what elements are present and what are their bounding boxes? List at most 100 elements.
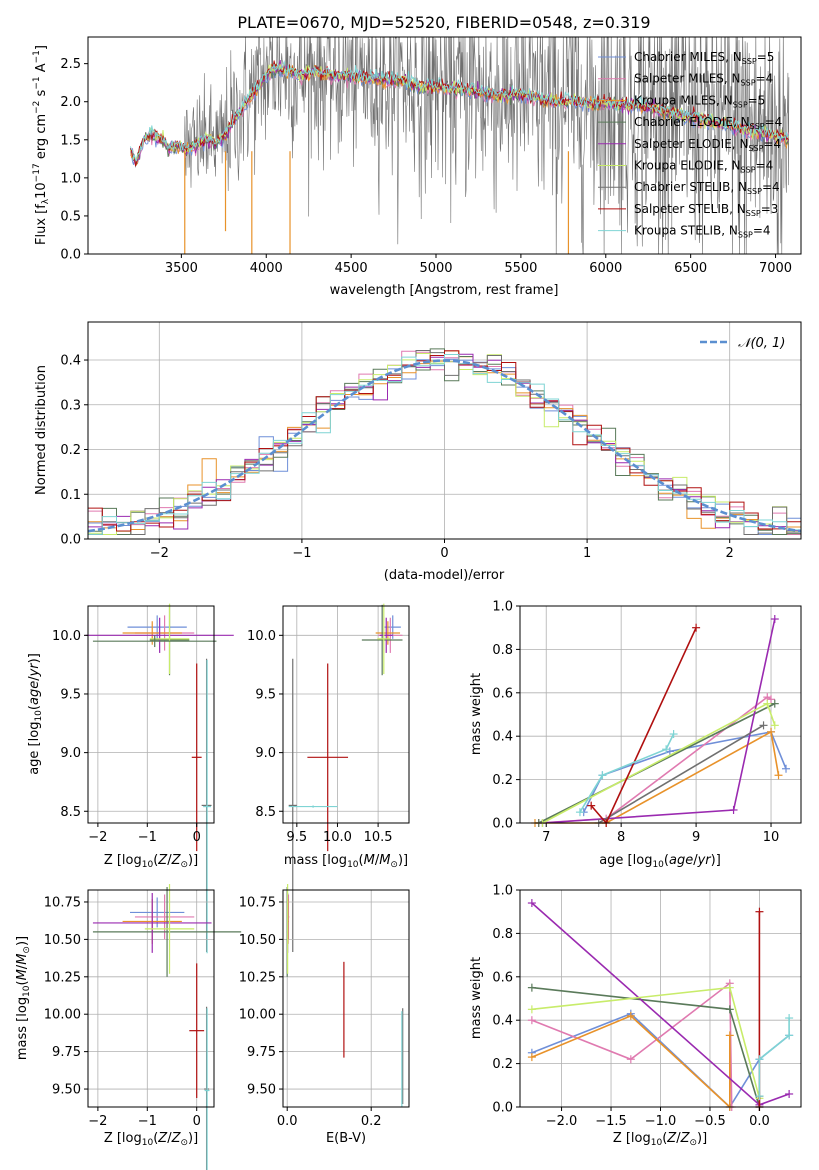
plus-marker xyxy=(767,727,776,736)
x-axis-label: E(B-V) xyxy=(326,1131,366,1146)
plus-marker xyxy=(785,1089,794,1098)
x-tick-label: −1.5 xyxy=(595,1114,627,1129)
series-line-chabrier-elodie xyxy=(538,702,776,824)
legend-label: Chabrier MILES, NSSP=5 xyxy=(634,50,774,66)
y-tick-label: 10.00 xyxy=(239,1008,276,1023)
mass-vs-ebv-axes: 0.0 0.2 9.50 9.75 10.00 10.25 10.50 10.75 xyxy=(239,895,382,1129)
y-tick-label: 0.4 xyxy=(492,1014,513,1029)
x-axis-label: Z [log10(Z/Z⊙)] xyxy=(613,1131,707,1148)
error-bar-point xyxy=(377,603,391,675)
y-tick-label: 2.0 xyxy=(60,95,81,110)
y-tick-label: 9.5 xyxy=(255,687,276,702)
y-tick-label: 0.0 xyxy=(492,1101,513,1116)
x-tick-label: 0 xyxy=(193,830,201,845)
plus-marker xyxy=(527,1005,536,1014)
plus-marker xyxy=(785,1031,794,1040)
y-tick-label: 1.0 xyxy=(492,600,513,615)
x-tick-label: 4000 xyxy=(250,261,283,276)
y-axis-label: age [log10(age/yr)] xyxy=(27,653,44,775)
x-tick-label: 9 xyxy=(692,830,700,845)
plus-marker xyxy=(598,771,607,780)
y-tick-label: 9.50 xyxy=(247,1083,276,1098)
legend-entry: Kroupa ELODIE, NSSP=4 xyxy=(598,159,773,175)
x-tick-label: 10.0 xyxy=(323,830,352,845)
x-tick-label: 0 xyxy=(440,546,448,561)
error-bar-point xyxy=(379,617,393,653)
error-bar-point xyxy=(203,659,212,954)
y-tick-label: 10.50 xyxy=(239,933,276,948)
age-vs-mass-panel: 9.5 10.0 10.5 8.5 9.0 9.5 10.0 mass [log10(M/M… xyxy=(247,603,410,953)
plus-marker xyxy=(729,805,738,814)
x-axis-label: (data-model)/error xyxy=(384,568,505,583)
figure-title: PLATE=0670, MJD=52520, FIBERID=0548, z=0… xyxy=(237,13,650,32)
mass-vs-z-panel: −2 −1 0 9.50 9.75 10.00 10.25 10.50 10.75 Z [log… xyxy=(15,884,242,1170)
y-axis-label: mass weight xyxy=(469,957,484,1039)
mass-vs-ebv-panel: 0.0 0.2 9.50 9.75 10.00 10.25 10.50 10.75 E(B-V… xyxy=(239,884,410,1146)
legend-label: Chabrier ELODIE, NSSP=4 xyxy=(634,115,782,131)
y-tick-label: 9.0 xyxy=(60,746,81,761)
plus-marker xyxy=(763,699,772,708)
series-line-kroupa-stelib xyxy=(579,733,675,813)
x-tick-label: 9.5 xyxy=(286,830,307,845)
gaussian-curve xyxy=(87,359,802,533)
plus-marker xyxy=(669,730,678,739)
grid xyxy=(88,890,214,1107)
legend-entry: Chabrier STELIB, NSSP=4 xyxy=(598,180,780,196)
model-spectrum-kroupa-stelib xyxy=(129,60,789,162)
plot-frame xyxy=(87,605,215,824)
legend-label: Kroupa MILES, NSSP=5 xyxy=(634,93,765,109)
mass-weight-vs-z-panel: −2.0 −1.5 −1.0 −0.5 0.0 0.0 0.2 0.4 0.6 0.8 1.0 Z … xyxy=(469,884,802,1148)
plus-marker xyxy=(755,1055,764,1064)
plus-marker xyxy=(662,745,671,754)
histogram-chabrier-stelib xyxy=(88,350,801,539)
spectrum-marks xyxy=(129,37,790,254)
error-bar-point xyxy=(149,603,190,675)
plus-marker xyxy=(767,695,776,704)
y-tick-label: 10.00 xyxy=(44,1008,81,1023)
series-line-kroupa-miles xyxy=(531,1014,731,1109)
x-tick-label: 0.0 xyxy=(277,1114,298,1129)
histogram-salpeter-stelib xyxy=(88,350,801,539)
y-axis-label: mass [log10(M/M⊙)] xyxy=(15,936,32,1060)
error-bar-point xyxy=(92,635,217,648)
legend-entry: Salpeter MILES, NSSP=4 xyxy=(598,72,773,88)
age-vs-mass-marks xyxy=(288,603,403,953)
legend-label: Chabrier STELIB, NSSP=4 xyxy=(634,180,780,196)
mass-vs-z-marks xyxy=(92,884,242,1170)
y-tick-label: 9.75 xyxy=(52,1045,81,1060)
plus-marker xyxy=(770,615,779,624)
y-tick-label: 1.0 xyxy=(60,171,81,186)
y-tick-label: 10.75 xyxy=(44,895,81,910)
legend-entry: Chabrier ELODIE, NSSP=4 xyxy=(598,115,782,131)
plus-marker xyxy=(527,899,536,908)
x-axis-label: mass [log10(M/M⊙)] xyxy=(284,853,408,870)
y-axis-label: Normed distribution xyxy=(34,365,49,495)
error-bar-point xyxy=(361,604,403,676)
series-line-salpeter-stelib xyxy=(590,627,697,825)
histogram-salpeter-elodie xyxy=(88,353,801,539)
error-bar-point xyxy=(204,1008,210,1170)
error-bar-point xyxy=(191,663,202,852)
x-tick-label: 4500 xyxy=(335,261,368,276)
error-bar-point xyxy=(288,805,338,808)
series-line-salpeter-miles xyxy=(531,981,733,1108)
y-tick-label: 0.8 xyxy=(492,927,513,942)
residual-histograms xyxy=(87,348,802,539)
plus-marker xyxy=(725,1005,734,1014)
y-axis-label: mass weight xyxy=(469,673,484,755)
x-tick-label: 10 xyxy=(763,830,780,845)
error-bar-point xyxy=(401,1011,403,1107)
plus-marker xyxy=(755,1092,764,1101)
spectrum-panel: 3500 4000 4500 5000 5500 6000 6500 7000 0.0 0.5 1.… xyxy=(32,36,802,298)
y-tick-label: 0.0 xyxy=(60,248,81,263)
legend-label: Salpeter ELODIE, NSSP=4 xyxy=(634,137,781,153)
x-tick-label: −2 xyxy=(88,1114,107,1129)
x-tick-label: 10.5 xyxy=(364,830,393,845)
age-vs-z-marks xyxy=(85,603,234,954)
plus-marker xyxy=(626,1011,635,1020)
y-tick-label: 1.5 xyxy=(60,133,81,148)
legend-entry: Kroupa MILES, NSSP=5 xyxy=(598,93,765,109)
y-tick-label: 0.6 xyxy=(492,686,513,701)
plot-frame xyxy=(282,889,410,1108)
